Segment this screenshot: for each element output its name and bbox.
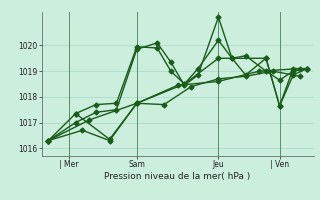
X-axis label: Pression niveau de la mer( hPa ): Pression niveau de la mer( hPa ) [104, 172, 251, 181]
